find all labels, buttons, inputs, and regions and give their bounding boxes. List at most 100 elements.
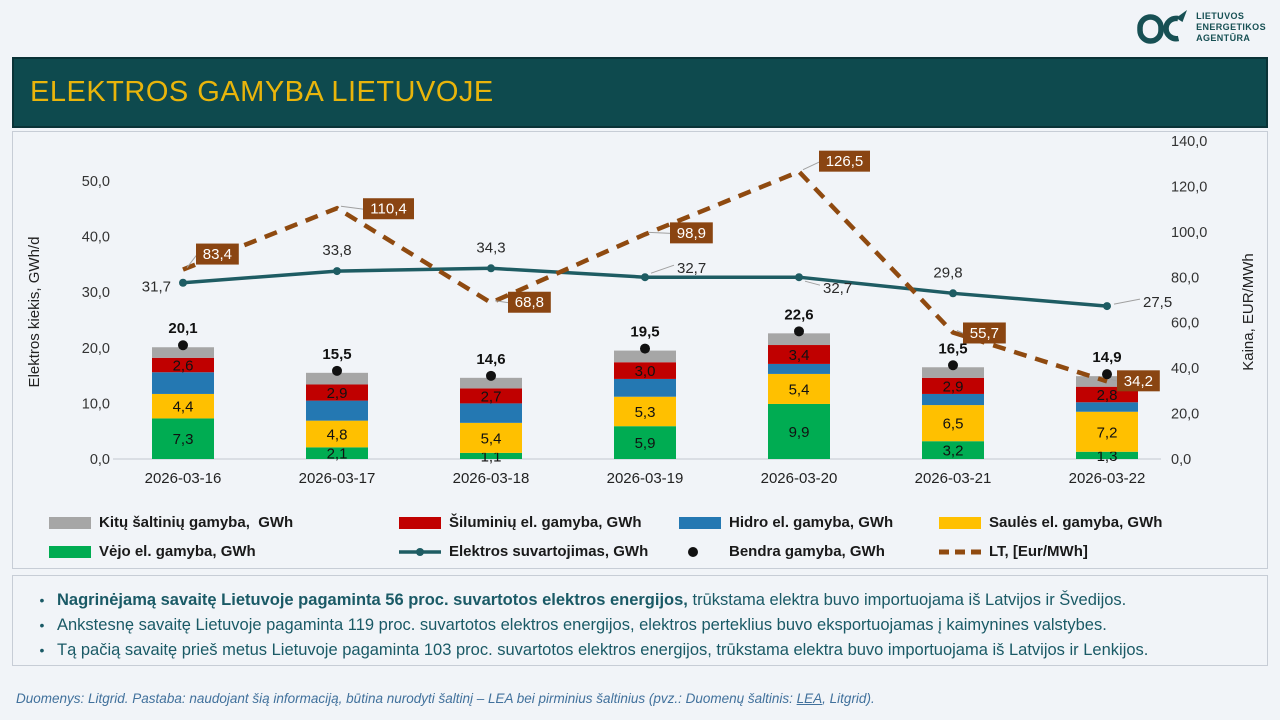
total-production-label: 15,5 <box>322 346 351 363</box>
label-leader-line <box>804 280 821 286</box>
total-production-label: 14,9 <box>1092 349 1121 366</box>
chart-panel: 0,0 10,0 20,0 30,0 40,0 50,0 0,0 20,0 40,0 60,0 80… <box>12 131 1268 569</box>
bar-segment <box>768 345 830 364</box>
price-label-box <box>508 291 551 313</box>
consumption-label: 34,3 <box>476 239 505 256</box>
notes-panel: • Nagrinėjamą savaitę Lietuvoje pagamint… <box>12 575 1268 666</box>
bar-segment <box>306 420 368 448</box>
legend-label: Bendra gamyba, GWh <box>729 543 885 560</box>
price-line <box>182 169 1108 384</box>
note-item: • Tą pačią savaitę prieš metus Lietuvoje… <box>27 638 1257 663</box>
bar-segment-label: 5,4 <box>481 430 502 447</box>
bar-segment <box>306 372 368 385</box>
right-axis-tick: 40,0 <box>1171 361 1199 377</box>
footer-text-end: , Litgrid). <box>822 691 875 706</box>
note-item: • Ankstesnę savaitę Lietuvoje pagaminta … <box>27 613 1257 638</box>
legend-item: Elektros suvartojimas, GWh <box>399 543 648 560</box>
bar-segment-label: 3,2 <box>943 443 964 460</box>
legend-item: Saulės el. gamyba, GWh <box>939 514 1162 531</box>
bar-segment <box>152 357 214 373</box>
agency-logo-icon <box>1137 10 1188 44</box>
x-axis-category-label: 2026-03-20 <box>761 470 838 487</box>
legend-dashes-icon <box>939 549 981 554</box>
total-production-point <box>1102 369 1112 380</box>
footer-text: Duomenys: Litgrid. Pastaba: naudojant ši… <box>16 691 797 706</box>
bar-segment-label: 2,9 <box>327 385 348 402</box>
bar-segment <box>460 377 522 389</box>
consumption-label: 29,8 <box>933 264 962 281</box>
total-production-label: 14,6 <box>476 351 505 368</box>
legend-item: Šiluminių el. gamyba, GWh <box>399 514 642 531</box>
legend-swatch-icon <box>679 516 721 529</box>
price-label: 68,8 <box>515 294 544 311</box>
price-label-box <box>196 243 239 265</box>
left-axis-tick: 30,0 <box>82 285 110 301</box>
bar-segment <box>922 377 984 394</box>
bar-segment <box>460 403 522 423</box>
total-production-point <box>178 340 188 351</box>
bar-segment-label: 2,6 <box>173 358 194 375</box>
bar-segment <box>152 372 214 394</box>
left-axis-tick: 40,0 <box>82 230 110 246</box>
bar-segment <box>152 418 214 459</box>
lea-link[interactable]: LEA <box>796 691 823 706</box>
x-axis-category-label: 2026-03-17 <box>299 470 376 487</box>
label-leader-line <box>956 330 965 334</box>
bar-segment <box>152 347 214 358</box>
legend-label: Šiluminių el. gamyba, GWh <box>449 514 642 531</box>
note-text: Ankstesnę savaitę Lietuvoje pagaminta 11… <box>57 616 1107 634</box>
x-axis-category-label: 2026-03-16 <box>145 470 222 487</box>
note-item: • Nagrinėjamą savaitę Lietuvoje pagamint… <box>27 588 1257 613</box>
bar-segment <box>614 426 676 459</box>
bar-segment-label: 5,3 <box>635 404 656 421</box>
price-label-box <box>670 222 713 244</box>
x-axis-category-label: 2026-03-18 <box>453 470 530 487</box>
right-axis-title: Kaina, EUR/MWh <box>1240 253 1257 371</box>
right-axis-tick: 80,0 <box>1171 270 1199 286</box>
consumption-point <box>795 273 803 282</box>
bar-segment-label: 7,3 <box>173 431 194 448</box>
total-production-point <box>948 360 958 371</box>
left-axis-tick: 10,0 <box>82 396 110 412</box>
price-label-box <box>363 198 414 220</box>
legend-label: Hidro el. gamyba, GWh <box>729 514 894 531</box>
bar-segment <box>152 393 214 419</box>
x-axis-category-label: 2026-03-19 <box>607 470 684 487</box>
total-production-label: 19,5 <box>630 324 659 341</box>
bar-segment-label: 9,9 <box>789 424 810 441</box>
bar-segment-label: 3,4 <box>789 347 810 364</box>
bar-segment <box>614 350 676 363</box>
legend-row: Kitų šaltinių gamyba, GWh Šiluminių el. g… <box>13 514 1267 538</box>
bar-segment-label: 2,8 <box>1097 387 1118 404</box>
price-label-box <box>1117 370 1160 392</box>
bar-segment-label: 2,1 <box>327 446 348 463</box>
bar-segment-label: 4,8 <box>327 426 348 443</box>
bullet-icon: • <box>39 592 45 608</box>
legend-swatch-icon <box>49 545 91 558</box>
total-production-point <box>640 343 650 354</box>
legend-line-icon <box>399 547 441 556</box>
bar-segment <box>922 441 984 459</box>
legend-label: Saulės el. gamyba, GWh <box>989 514 1163 531</box>
bar-segment <box>306 400 368 421</box>
bar-segment-label: 6,5 <box>943 416 964 433</box>
left-axis-title: Elektros kiekis, GWh/d <box>26 237 43 388</box>
bar-segment-label: 2,9 <box>943 378 964 395</box>
legend-swatch-icon <box>939 516 981 529</box>
title-bar: ELEKTROS GAMYBA LIETUVOJE <box>12 57 1268 128</box>
x-axis-category-label: 2026-03-22 <box>1069 470 1146 487</box>
legend-item: LT, [Eur/MWh] <box>939 543 1088 560</box>
legend-item: Vėjo el. gamyba, GWh <box>49 543 256 560</box>
label-leader-line <box>650 264 675 274</box>
bar-segment <box>1076 402 1138 412</box>
bar-segment <box>1076 411 1138 452</box>
consumption-point <box>949 289 957 298</box>
production-price-chart: 0,0 10,0 20,0 30,0 40,0 50,0 0,0 20,0 40,0 60,0 80… <box>26 134 1257 487</box>
price-label-box <box>819 150 870 172</box>
right-axis-tick: 20,0 <box>1171 407 1199 423</box>
bar-segment <box>922 393 984 406</box>
price-label: 110,4 <box>370 201 406 218</box>
consumption-label: 31,7 <box>142 279 171 296</box>
consumption-point <box>333 267 341 276</box>
